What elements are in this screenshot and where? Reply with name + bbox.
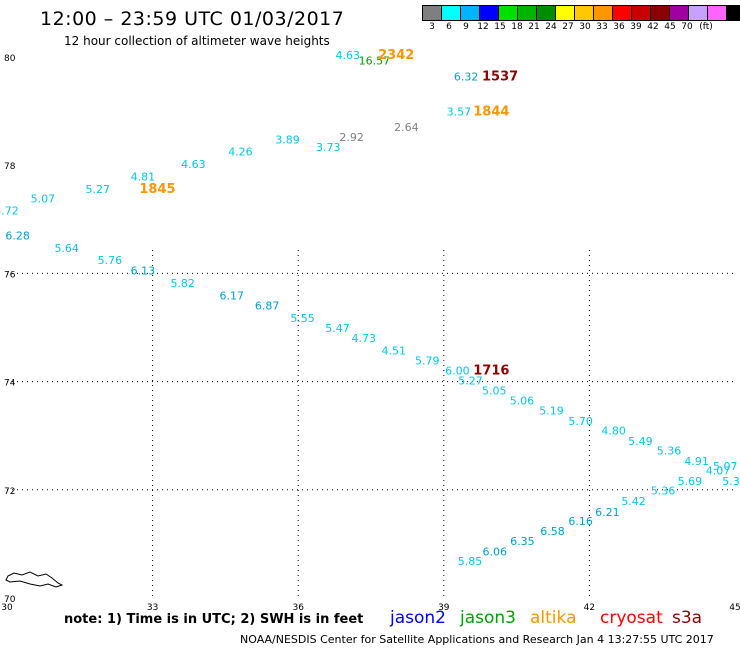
- colorbar-label: 24: [545, 22, 557, 32]
- wave-height-label: 5.36: [651, 485, 676, 498]
- colorbar-label: 36: [613, 22, 625, 32]
- wave-height-label: 6.00: [445, 365, 470, 378]
- wave-height-label: 4.80: [601, 425, 626, 438]
- wave-height-label: 5.49: [628, 435, 653, 448]
- colorbar-label: 45: [664, 22, 676, 32]
- wave-height-label: 16.57: [359, 55, 391, 68]
- wave-height-label: 6.58: [540, 525, 565, 538]
- longitude-label: 45: [729, 603, 740, 613]
- time-label: 1537: [482, 69, 518, 84]
- wave-height-label: 3.73: [316, 141, 341, 154]
- wave-height-label: 3.57: [447, 105, 472, 118]
- time-label: 1716: [473, 364, 509, 379]
- colorbar-label: 9: [463, 22, 469, 32]
- satellite-jason3: jason3: [460, 608, 516, 628]
- wave-height-label: 4.63: [181, 158, 206, 171]
- time-label: 2342: [378, 48, 414, 63]
- colorbar-label: 42: [647, 22, 659, 32]
- colorbar-label: 15: [494, 22, 506, 32]
- map-grid: [7, 250, 735, 598]
- wave-height-label: 5.06: [510, 394, 535, 407]
- wave-height-label: 5.76: [98, 254, 123, 267]
- longitude-label: 39: [438, 603, 450, 613]
- coastline: [5, 571, 64, 588]
- longitude-label: 42: [584, 603, 595, 613]
- page-subtitle: 12 hour collection of altimeter wave hei…: [64, 34, 330, 48]
- wave-height-label: 5.69: [678, 475, 703, 488]
- wave-height-label: 4.73: [351, 332, 376, 345]
- footer-credit: NOAA/NESDIS Center for Satellite Applica…: [240, 633, 714, 646]
- wave-height-label: 5.85: [458, 555, 483, 568]
- colorbar: [422, 5, 740, 21]
- colorbar-label: 27: [562, 22, 574, 32]
- wave-height-label: 4.07: [706, 465, 731, 478]
- wave-height-label: 6.21: [595, 506, 620, 519]
- wave-height-label: 5.42: [621, 495, 646, 508]
- coastline-segment: [5, 571, 64, 588]
- time-label: 1845: [139, 182, 175, 197]
- satellite-s3a: s3a: [672, 608, 703, 628]
- colorbar-label: 12: [477, 22, 489, 32]
- wave-height-label: 6.87: [255, 300, 280, 313]
- longitude-label: 36: [292, 603, 304, 613]
- satellite-cryosat: cryosat: [600, 608, 663, 628]
- longitude-label: 33: [147, 603, 158, 613]
- colorbar-label: 39: [630, 22, 642, 32]
- latitude-label: 78: [4, 162, 16, 172]
- wave-height-label: 6.32: [454, 70, 479, 83]
- page-title: 12:00 – 23:59 UTC 01/03/2017: [40, 8, 345, 30]
- colorbar-label: 6: [446, 22, 452, 32]
- wave-height-label: 5.82: [170, 277, 195, 290]
- latitude-label: 70: [4, 595, 16, 605]
- wave-height-label: 4.91: [684, 455, 709, 468]
- longitude-label: 30: [1, 603, 13, 613]
- latitude-label: 76: [4, 270, 16, 280]
- note-text: note: 1) Time is in UTC; 2) SWH is in fe…: [64, 612, 364, 627]
- wave-height-label: 3.89: [275, 134, 300, 147]
- wave-height-label: 2.64: [394, 121, 419, 134]
- wave-height-label: 2.92: [339, 131, 364, 144]
- latitude-label: 74: [4, 379, 16, 389]
- colorbar-label: 21: [528, 22, 540, 32]
- wave-height-label: 4.51: [382, 345, 407, 358]
- wave-height-label: 5.72: [0, 204, 19, 217]
- colorbar-label: 70: [681, 22, 693, 32]
- wave-height-label: 5.07: [713, 460, 738, 473]
- wave-height-label: 4.26: [228, 145, 253, 158]
- satellite-jason2: jason2: [390, 608, 446, 628]
- wave-height-label: 6.28: [5, 229, 30, 242]
- wave-height-label: 5.70: [568, 415, 593, 428]
- colorbar-swatch: [726, 5, 740, 21]
- latitude-label: 72: [4, 487, 15, 497]
- wave-height-label: 5.47: [325, 322, 350, 335]
- wave-height-label: 6.17: [219, 289, 244, 302]
- wave-height-label: 6.06: [483, 545, 508, 558]
- wave-height-label: 5.05: [482, 385, 507, 398]
- wave-height-label: 6.13: [131, 264, 156, 277]
- latitude-label: 80: [4, 54, 16, 64]
- wave-height-label: 5.55: [290, 312, 315, 325]
- wave-height-label: 5.07: [31, 193, 56, 206]
- map-axis-labels: 30 33 36 39 42 45 70 72 74 76 78 80: [1, 54, 740, 613]
- wave-height-label: 4.63: [335, 49, 360, 62]
- wave-height-label: 6.16: [568, 515, 593, 528]
- wave-height-label: 5.19: [539, 405, 564, 418]
- wave-height-label: 5.32: [722, 475, 740, 488]
- wave-height-label: 5.27: [86, 183, 111, 196]
- wave-height-label: 4.81: [131, 170, 156, 183]
- wave-height-label: 5.64: [54, 242, 79, 255]
- wave-height-label: 6.35: [510, 535, 535, 548]
- time-label: 1844: [473, 104, 509, 119]
- wave-height-label: 5.79: [415, 354, 440, 367]
- wave-height-label: 5.36: [657, 445, 682, 458]
- colorbar-label: 30: [579, 22, 591, 32]
- wave-height-label: 5.27: [458, 374, 483, 387]
- colorbar-unit: (ft): [699, 22, 713, 32]
- colorbar-label: 18: [511, 22, 523, 32]
- satellite-altika: altika: [530, 608, 577, 628]
- colorbar-label: 3: [429, 22, 435, 32]
- colorbar-label: 33: [596, 22, 608, 32]
